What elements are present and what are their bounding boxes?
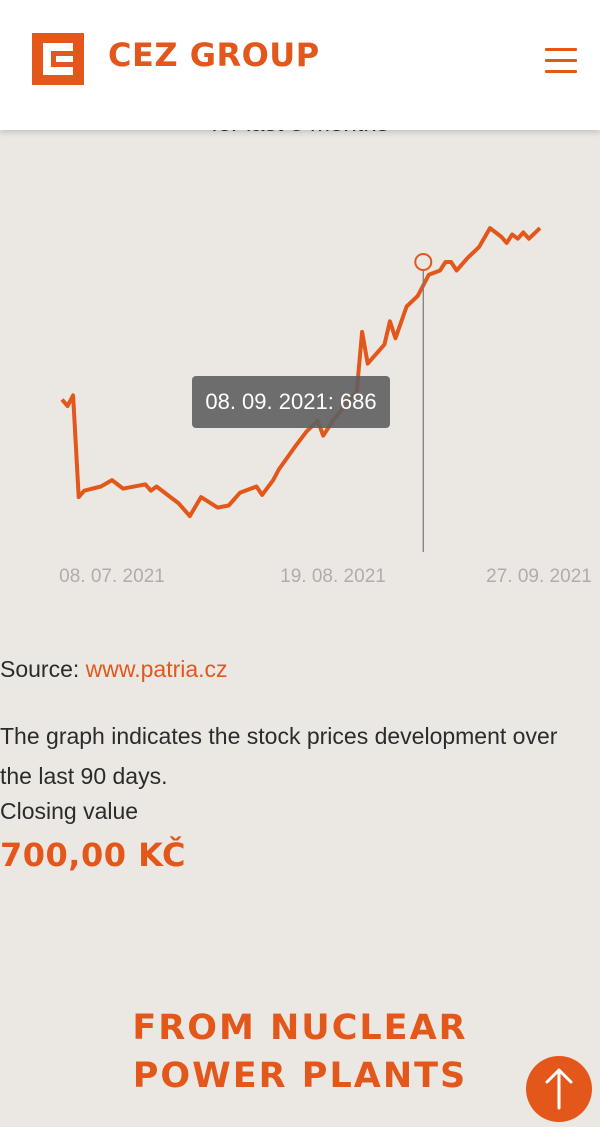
chart-tooltip: 08. 09. 2021: 686 xyxy=(192,376,390,428)
hover-point-marker xyxy=(414,253,433,271)
x-tick-label: 27. 09. 2021 xyxy=(486,566,592,587)
cez-logo-icon[interactable] xyxy=(32,33,84,85)
arrow-up-icon xyxy=(545,1068,573,1110)
stock-price-chart[interactable]: 08. 07. 2021 19. 08. 2021 27. 09. 2021 xyxy=(0,150,600,600)
scroll-to-top-button[interactable] xyxy=(526,1056,592,1122)
source-label: Source: xyxy=(0,656,80,682)
x-tick-label: 19. 08. 2021 xyxy=(280,566,386,587)
source-link[interactable]: www.patria.cz xyxy=(85,656,228,682)
x-tick-label: 08. 07. 2021 xyxy=(59,566,165,587)
site-header: CEZ GROUP xyxy=(0,0,600,130)
source-line: Source: www.patria.cz xyxy=(0,656,228,683)
promo-line-2: POWER PLANTS xyxy=(132,1056,468,1096)
brand-name[interactable]: CEZ GROUP xyxy=(108,36,320,74)
hamburger-menu-icon[interactable] xyxy=(545,48,577,74)
price-series-line xyxy=(60,226,542,519)
closing-value-label: Closing value xyxy=(0,798,139,824)
chart-description: The graph indicates the stock prices dev… xyxy=(0,723,558,789)
closing-value: 700,00 KČ xyxy=(0,836,186,874)
promo-line-1: FROM NUCLEAR xyxy=(132,1008,468,1048)
promo-heading: FROM NUCLEAR POWER PLANTS xyxy=(0,1004,600,1100)
